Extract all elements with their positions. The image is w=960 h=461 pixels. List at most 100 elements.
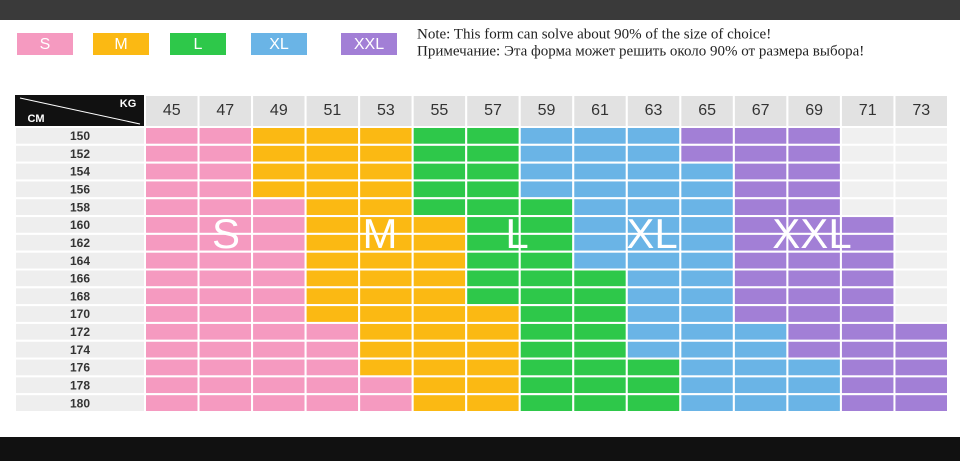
size-cell xyxy=(732,161,789,182)
size-cell xyxy=(786,161,842,182)
size-cell xyxy=(518,321,575,342)
size-cell xyxy=(411,339,468,360)
size-cell xyxy=(465,321,521,342)
size-cell xyxy=(144,393,200,413)
column-label: 53 xyxy=(377,102,395,119)
size-cell xyxy=(625,375,682,396)
size-cell xyxy=(679,357,735,378)
size-cell xyxy=(893,215,950,235)
size-cell xyxy=(786,321,842,342)
size-cell xyxy=(893,197,950,218)
size-cell xyxy=(251,215,307,235)
size-cell xyxy=(411,161,468,182)
size-cell xyxy=(197,126,254,146)
size-cell xyxy=(304,250,361,271)
size-cell xyxy=(679,250,735,271)
row-label: 180 xyxy=(70,396,90,410)
size-cell xyxy=(304,197,361,218)
size-cell xyxy=(518,179,575,200)
size-cell xyxy=(839,304,896,324)
size-cell xyxy=(839,161,896,182)
size-cell xyxy=(572,339,628,360)
size-cell xyxy=(144,179,200,200)
size-cell xyxy=(144,161,200,182)
size-cell xyxy=(839,375,896,396)
size-cell xyxy=(518,268,575,289)
size-cell xyxy=(358,179,414,200)
corner-kg: KG xyxy=(120,98,137,110)
legend-swatch xyxy=(251,33,307,55)
size-cell xyxy=(893,393,950,413)
size-cell xyxy=(839,286,896,307)
size-cell xyxy=(358,321,414,342)
size-cell xyxy=(251,268,307,289)
legend-swatch xyxy=(17,33,73,55)
column-label: 71 xyxy=(859,102,877,119)
size-cell xyxy=(411,232,468,253)
column-header xyxy=(358,94,414,128)
column-header xyxy=(786,94,842,128)
size-cell xyxy=(786,126,842,146)
size-cell xyxy=(304,215,361,235)
corner-cm: CM xyxy=(27,113,44,125)
column-label: 47 xyxy=(216,102,234,119)
size-overlay: S xyxy=(212,210,240,257)
size-cell xyxy=(786,179,842,200)
size-cell xyxy=(251,375,307,396)
size-cell xyxy=(679,215,735,235)
size-cell xyxy=(732,143,789,164)
column-label: 67 xyxy=(752,102,770,119)
size-cell xyxy=(518,161,575,182)
size-cell xyxy=(786,268,842,289)
size-cell xyxy=(411,126,468,146)
size-cell xyxy=(786,286,842,307)
size-cell xyxy=(411,179,468,200)
size-cell xyxy=(358,143,414,164)
legend-swatch xyxy=(341,33,397,55)
size-cell xyxy=(518,286,575,307)
size-cell xyxy=(839,179,896,200)
size-cell xyxy=(251,286,307,307)
size-cell xyxy=(679,286,735,307)
size-cell xyxy=(786,393,842,413)
size-cell xyxy=(839,393,896,413)
size-cell xyxy=(679,161,735,182)
row-label: 164 xyxy=(70,254,90,268)
size-cell xyxy=(572,268,628,289)
size-cell xyxy=(358,375,414,396)
row-label: 178 xyxy=(70,378,90,392)
size-cell xyxy=(411,286,468,307)
note-line: Note: This form can solve about 90% of t… xyxy=(417,26,771,42)
size-cell xyxy=(144,197,200,218)
legend-label: XL xyxy=(269,36,289,53)
size-cell xyxy=(465,268,521,289)
size-cell xyxy=(732,268,789,289)
row-label: 152 xyxy=(70,147,90,161)
size-cell xyxy=(625,179,682,200)
size-cell xyxy=(679,375,735,396)
size-cell xyxy=(304,268,361,289)
row-label: 174 xyxy=(70,343,90,357)
size-cell xyxy=(144,232,200,253)
size-cell xyxy=(625,161,682,182)
size-cell xyxy=(304,143,361,164)
size-cell xyxy=(572,161,628,182)
size-cell xyxy=(679,143,735,164)
column-header xyxy=(411,94,468,128)
size-cell xyxy=(304,161,361,182)
size-cell xyxy=(786,143,842,164)
size-cell xyxy=(893,357,950,378)
size-cell xyxy=(786,375,842,396)
size-cell xyxy=(518,375,575,396)
size-cell xyxy=(411,197,468,218)
size-cell xyxy=(251,161,307,182)
size-cell xyxy=(304,321,361,342)
size-cell xyxy=(251,339,307,360)
size-cell xyxy=(732,339,789,360)
legend-swatch xyxy=(170,33,226,55)
size-cell xyxy=(411,215,468,235)
size-cell xyxy=(625,339,682,360)
size-overlay: XL xyxy=(626,210,677,257)
size-cell xyxy=(625,393,682,413)
